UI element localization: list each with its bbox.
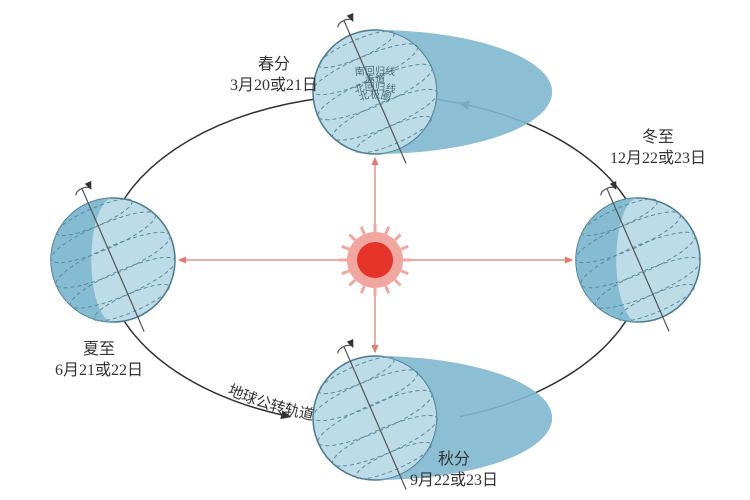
label-spring: 春分3月20或21日 xyxy=(230,55,318,97)
sun-icon xyxy=(339,224,411,296)
label-autumn: 秋分9月22或23日 xyxy=(410,450,498,492)
label-summer: 夏至6月21或22日 xyxy=(55,340,143,382)
orbit-label: 地球公转轨道 xyxy=(225,382,315,424)
label-winter: 冬至12月22或23日 xyxy=(610,128,706,170)
earth-icon xyxy=(296,16,552,167)
earth-icon xyxy=(559,184,717,335)
earth-icon xyxy=(34,184,192,335)
